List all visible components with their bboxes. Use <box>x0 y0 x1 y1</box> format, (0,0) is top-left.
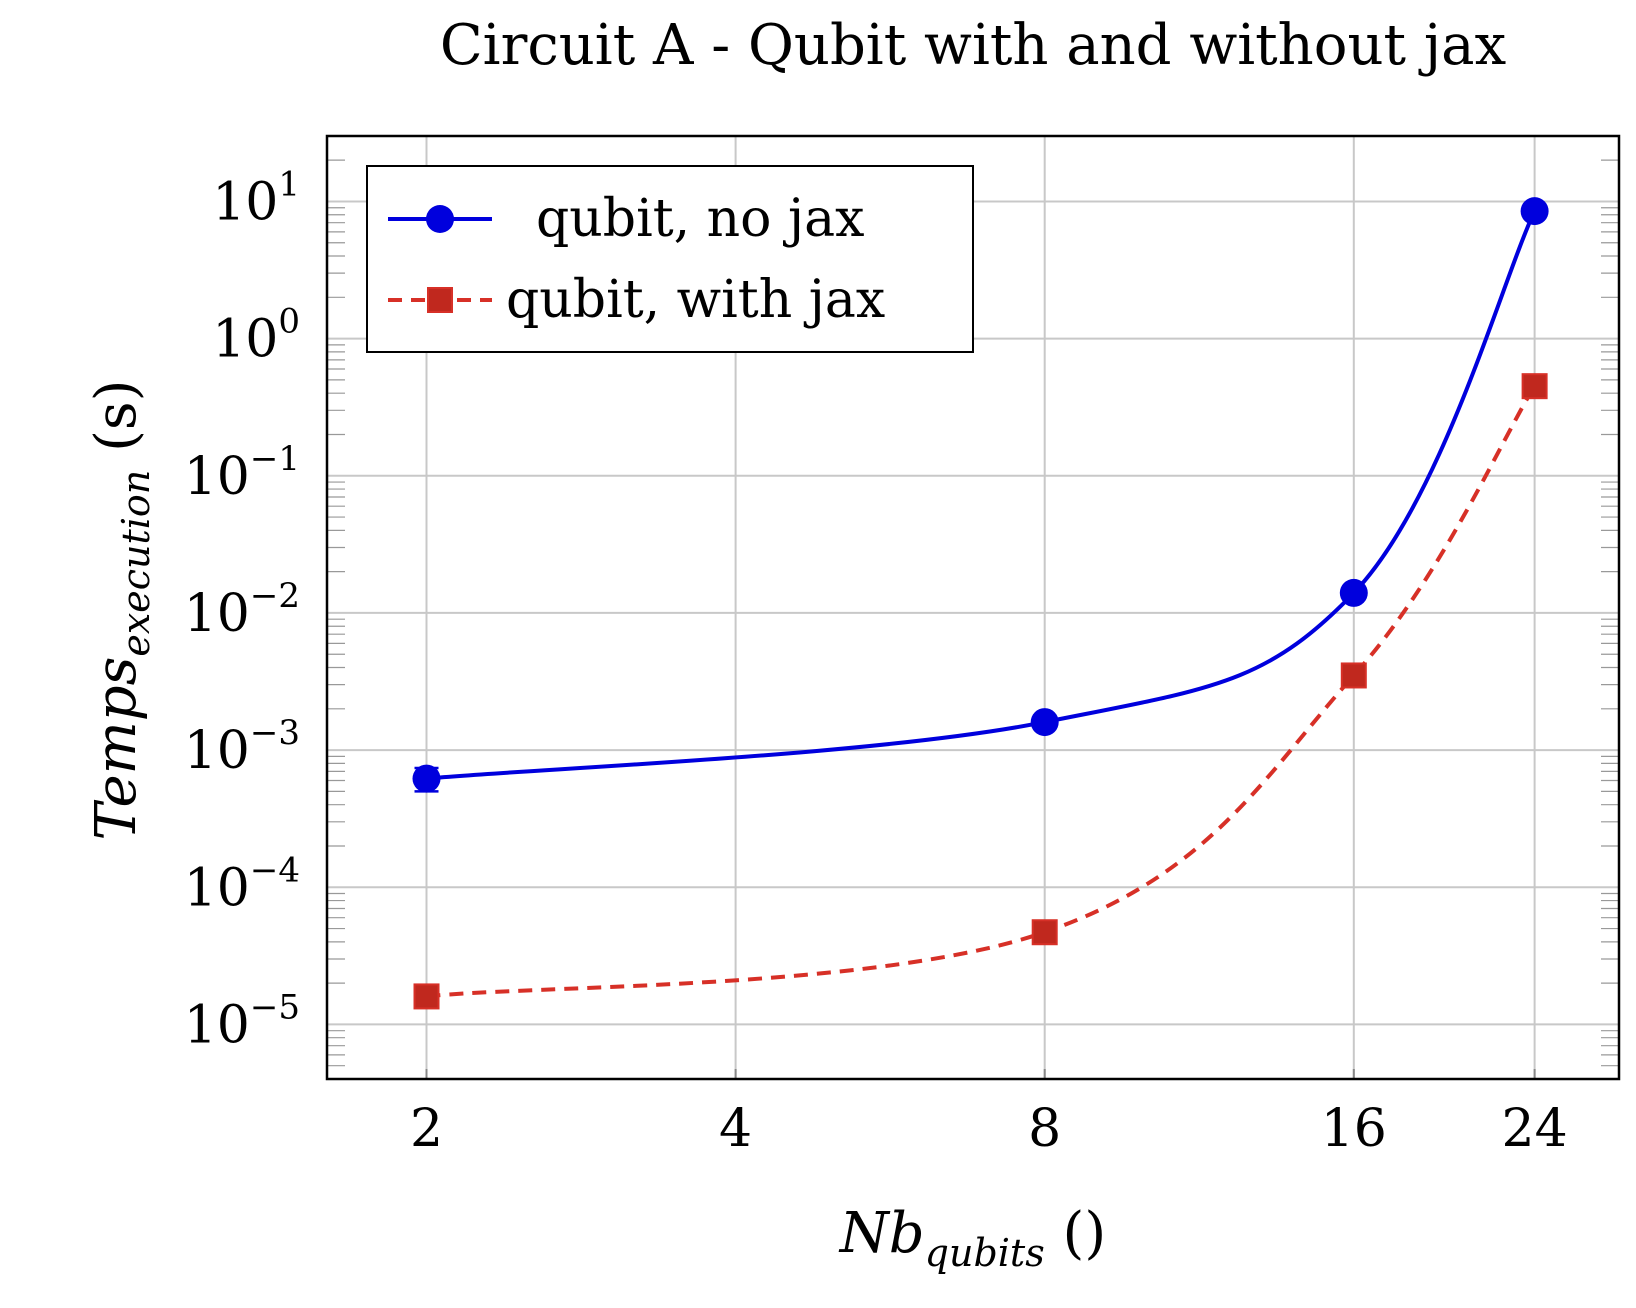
y-tick-label: 10−3 <box>184 713 300 781</box>
y-tick-label: 10−5 <box>184 987 300 1055</box>
x-tick-label: 8 <box>1028 1099 1061 1159</box>
data-point <box>1520 197 1549 226</box>
y-axis-label-sub: execution <box>114 470 158 657</box>
data-point <box>413 983 440 1010</box>
x-tick-label: 2 <box>410 1099 443 1159</box>
legend-marker-no-jax <box>426 205 454 233</box>
x-tick-label: 16 <box>1321 1099 1387 1159</box>
x-tick-labels: 2 4 8 16 24 <box>410 1099 1568 1159</box>
series-area <box>412 197 1549 1010</box>
x-axis-label-main: Nb <box>838 1201 925 1266</box>
data-point <box>412 764 441 793</box>
chart-title: Circuit A - Qubit with and without jax <box>440 13 1506 78</box>
y-tick-label: 10−2 <box>184 576 300 644</box>
y-tick-label: 100 <box>212 302 300 370</box>
plot-frame <box>325 134 1621 1081</box>
y-tick-label: 10−4 <box>184 850 300 918</box>
series-line <box>426 210 1537 781</box>
data-point <box>1031 919 1058 946</box>
legend-label-with-jax: qubit, with jax <box>506 270 885 330</box>
x-tick-label: 24 <box>1502 1099 1568 1159</box>
data-point <box>1030 708 1059 737</box>
data-point <box>1521 373 1548 400</box>
y-tick-label: 10−1 <box>184 439 300 507</box>
minor-ticks <box>327 159 1619 1067</box>
x-axis-label: Nbqubits () <box>838 1201 1106 1275</box>
legend-box <box>366 165 974 353</box>
data-point <box>1339 578 1368 607</box>
x-axis-label-unit: () <box>1045 1201 1107 1266</box>
series-line <box>426 385 1537 999</box>
series-with-jax <box>413 373 1548 1010</box>
series-no-jax <box>412 197 1549 793</box>
y-tick-label: 101 <box>212 164 300 232</box>
y-axis-label-main: Temps <box>84 657 149 841</box>
y-axis-label: Tempsexecution (s) <box>84 379 158 840</box>
legend: qubit, no jax qubit, with jax <box>366 165 974 353</box>
x-axis-label-sub: qubits <box>925 1231 1045 1275</box>
legend-label-no-jax: qubit, no jax <box>536 189 864 249</box>
y-tick-labels: 10−5 10−4 10−3 10−2 10−1 100 101 <box>184 164 300 1055</box>
x-tick-label: 4 <box>719 1099 752 1159</box>
data-point <box>1340 662 1367 689</box>
legend-marker-with-jax <box>427 287 453 313</box>
y-axis-label-unit: (s) <box>84 379 149 469</box>
